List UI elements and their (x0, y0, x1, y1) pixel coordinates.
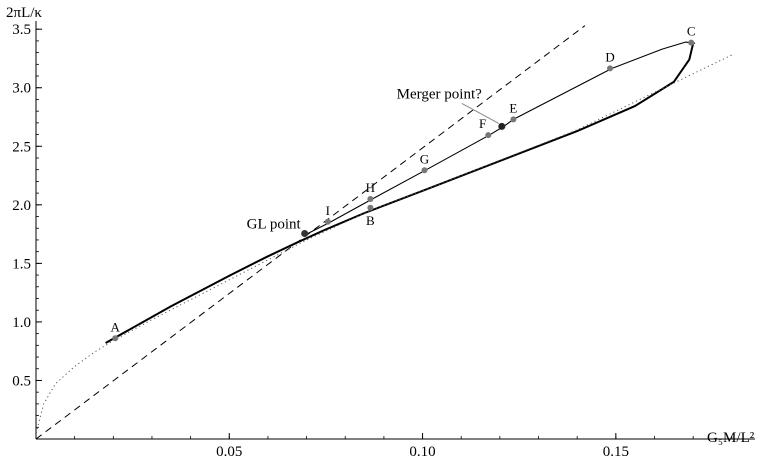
x-axis-label: G₅M/L² (707, 430, 755, 446)
axes-layer (35, 21, 755, 440)
merger-point-leader (461, 102, 500, 124)
x-tick-label: 0.05 (216, 444, 242, 460)
point-g-marker (421, 167, 428, 174)
point-i-label: I (326, 203, 330, 218)
y-tick-label: 1.5 (12, 256, 31, 272)
y-tick-label: 2.0 (12, 198, 31, 214)
x-tick-label: 0.10 (409, 444, 435, 460)
point-d-marker (607, 65, 614, 72)
merger-point-marker (498, 122, 506, 130)
points-layer: A B C D E F G H I (111, 24, 696, 342)
y-tick-label: 1.0 (12, 315, 31, 331)
curves-layer (35, 25, 733, 440)
merger-point-label: Merger point? (397, 86, 482, 102)
point-f-marker (485, 132, 492, 139)
point-h-marker (367, 195, 374, 202)
point-a-label: A (111, 319, 121, 334)
x-tick-label: 0.15 (603, 444, 629, 460)
point-b-marker (367, 204, 374, 211)
y-axis-label: 2πL/κ (6, 5, 42, 21)
point-d-label: D (605, 49, 614, 64)
point-e-marker (510, 116, 517, 123)
point-a-marker (112, 335, 119, 342)
point-g-label: G (420, 151, 429, 166)
point-i-marker (324, 218, 331, 225)
dashed-line (35, 25, 586, 440)
annotations-layer: GL point Merger point? (247, 86, 506, 238)
y-tick-label: 0.5 (12, 373, 31, 389)
gl-point-label: GL point (247, 217, 302, 233)
ticks-layer: 0.05 0.10 0.15 0.5 1.0 1.5 2.0 2.5 3.0 3.5 (12, 22, 733, 460)
point-c-label: C (687, 24, 696, 39)
point-h-label: H (366, 180, 375, 195)
point-f-label: F (479, 116, 486, 131)
y-tick-label: 3.5 (12, 22, 31, 38)
gl-point-marker (301, 230, 309, 238)
y-tick-label: 2.5 (12, 139, 31, 155)
dotted-curve (35, 54, 733, 434)
point-b-label: B (366, 213, 375, 228)
y-tick-label: 3.0 (12, 81, 31, 97)
thin-solid-curve (306, 41, 696, 235)
point-e-label: E (509, 100, 517, 115)
thick-solid-curve (105, 42, 695, 344)
point-c-marker (688, 39, 695, 46)
